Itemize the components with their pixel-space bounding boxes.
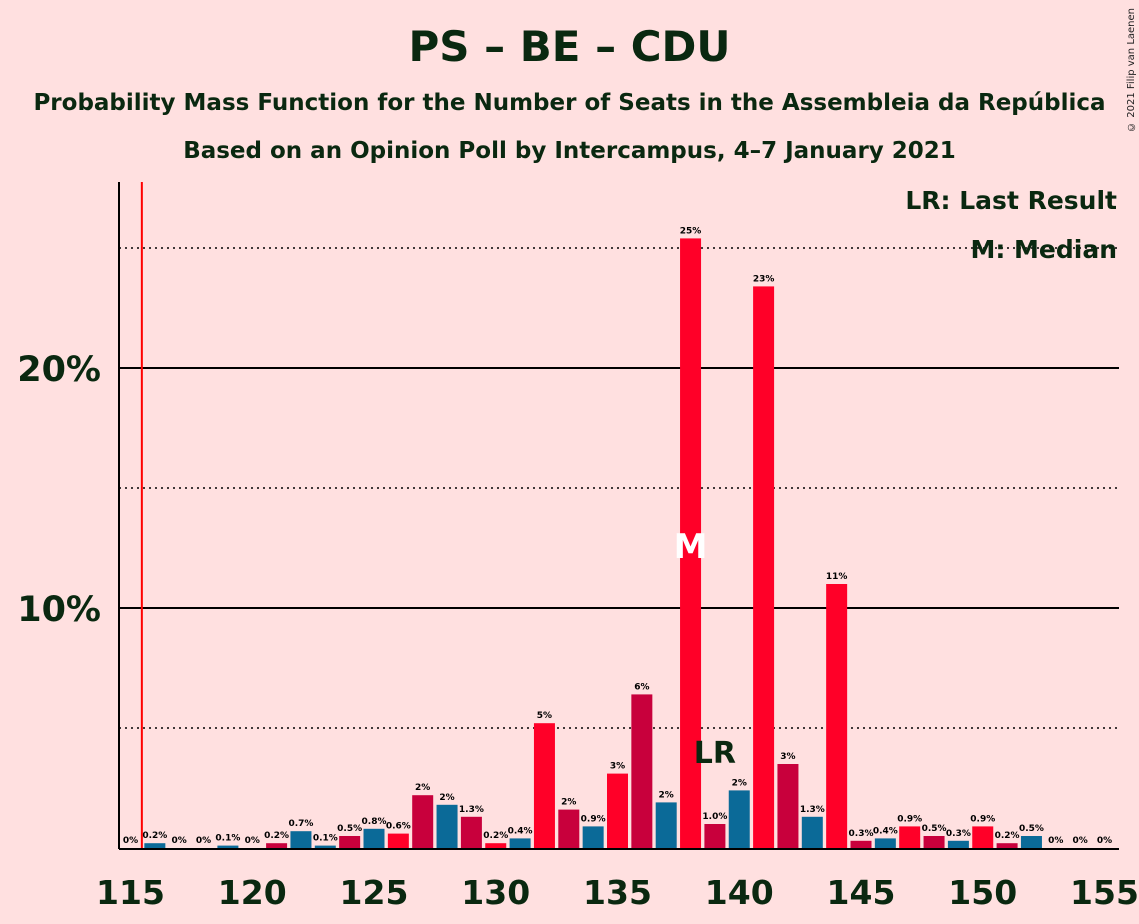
last-result-marker: LR bbox=[694, 736, 736, 771]
bar-value-label: 0.5% bbox=[1019, 824, 1044, 834]
bar-seats-135 bbox=[607, 773, 628, 848]
bar-seats-128 bbox=[436, 804, 458, 848]
bar-seats-131 bbox=[509, 838, 531, 848]
bar-seats-141 bbox=[753, 286, 775, 848]
bar-value-label: 2% bbox=[659, 790, 674, 800]
bar-value-label: 0.4% bbox=[873, 826, 898, 836]
bar-seats-119 bbox=[217, 845, 239, 848]
bar-value-label: 0% bbox=[245, 836, 260, 846]
bar-value-label: 0.1% bbox=[313, 834, 338, 844]
bar-seats-132 bbox=[533, 723, 555, 848]
bar-value-label: 23% bbox=[753, 274, 775, 284]
bar-seats-149 bbox=[947, 840, 969, 848]
bar-value-label: 0.8% bbox=[362, 817, 387, 827]
bar-value-label: 25% bbox=[680, 226, 702, 236]
bar-seats-124 bbox=[339, 836, 361, 848]
bar-seats-125 bbox=[363, 828, 385, 848]
x-tick-label: 135 bbox=[583, 873, 652, 912]
bar-value-label: 0.1% bbox=[215, 834, 240, 844]
bar-value-label: 2% bbox=[732, 778, 747, 788]
bar-value-label: 0.3% bbox=[849, 829, 874, 839]
bar-value-label: 0.4% bbox=[508, 826, 533, 836]
chart-subtitle: Probability Mass Function for the Number… bbox=[33, 90, 1106, 116]
bar-value-label: 6% bbox=[634, 682, 649, 692]
bar-seats-150 bbox=[972, 826, 994, 848]
y-tick-label: 10% bbox=[17, 590, 101, 630]
bar-seats-140 bbox=[728, 790, 750, 848]
bar-value-label: 2% bbox=[439, 793, 454, 803]
bar-value-label: 0.2% bbox=[483, 831, 508, 841]
median-marker: M bbox=[674, 527, 708, 567]
bar-seats-130 bbox=[485, 843, 507, 848]
chart-subtitle-poll: Based on an Opinion Poll by Intercampus,… bbox=[183, 138, 956, 164]
chart-title: PS – BE – CDU bbox=[408, 22, 731, 71]
bar-seats-127 bbox=[412, 795, 434, 848]
bar-seats-133 bbox=[558, 809, 580, 848]
bar-value-label: 2% bbox=[415, 783, 430, 793]
bar-seats-147 bbox=[899, 826, 921, 848]
x-tick-label: 155 bbox=[1070, 873, 1139, 912]
bar-value-label: 2% bbox=[561, 798, 576, 808]
x-tick-label: 115 bbox=[96, 873, 165, 912]
bar-seats-123 bbox=[314, 845, 336, 848]
bar-seats-129 bbox=[460, 816, 482, 848]
bar-seats-139 bbox=[704, 824, 726, 848]
bar-value-label: 11% bbox=[826, 572, 848, 582]
bar-value-label: 0% bbox=[1073, 836, 1088, 846]
bar-seats-116 bbox=[144, 843, 166, 848]
bar-value-label: 5% bbox=[537, 711, 552, 721]
bar-value-label: 0.2% bbox=[264, 831, 289, 841]
bar-seats-146 bbox=[874, 838, 896, 848]
bar-seats-122 bbox=[290, 831, 312, 848]
x-tick-label: 145 bbox=[827, 873, 896, 912]
bar-seats-136 bbox=[631, 694, 653, 848]
bar-value-label: 0.9% bbox=[897, 814, 922, 824]
x-tick-label: 125 bbox=[340, 873, 409, 912]
bar-value-label: 1.0% bbox=[702, 812, 727, 822]
x-tick-label: 130 bbox=[461, 873, 530, 912]
bar-seats-151 bbox=[996, 843, 1018, 848]
bar-value-label: 0% bbox=[196, 836, 211, 846]
legend-median: M: Median bbox=[970, 235, 1117, 264]
bar-seats-142 bbox=[777, 764, 799, 848]
bar-value-label: 0.9% bbox=[581, 814, 606, 824]
x-tick-label: 120 bbox=[218, 873, 287, 912]
legend-last-result: LR: Last Result bbox=[905, 186, 1117, 215]
bar-value-label: 0.9% bbox=[970, 814, 995, 824]
bar-value-label: 0% bbox=[1048, 836, 1063, 846]
bar-seats-144 bbox=[826, 584, 848, 848]
bar-value-label: 0.7% bbox=[288, 819, 313, 829]
bar-value-label: 0.2% bbox=[995, 831, 1020, 841]
bar-seats-148 bbox=[923, 836, 945, 848]
bar-value-label: 1.3% bbox=[800, 805, 825, 815]
bar-value-label: 3% bbox=[780, 752, 795, 762]
bar-seats-134 bbox=[582, 826, 604, 848]
x-tick-label: 150 bbox=[948, 873, 1017, 912]
bar-seats-145 bbox=[850, 840, 872, 848]
bar-value-label: 1.3% bbox=[459, 805, 484, 815]
bar-value-label: 0% bbox=[172, 836, 187, 846]
y-tick-label: 20% bbox=[17, 350, 101, 390]
bar-value-label: 0.2% bbox=[142, 831, 167, 841]
bar-seats-137 bbox=[655, 802, 677, 848]
bar-value-label: 0% bbox=[1097, 836, 1112, 846]
bar-seats-121 bbox=[266, 843, 288, 848]
bar-value-label: 0.6% bbox=[386, 822, 411, 832]
bar-value-label: 3% bbox=[610, 762, 625, 772]
bar-value-label: 0.3% bbox=[946, 829, 971, 839]
bar-value-label: 0% bbox=[123, 836, 138, 846]
bar-seats-143 bbox=[801, 816, 823, 848]
bar-seats-126 bbox=[387, 833, 409, 848]
bar-value-label: 0.5% bbox=[922, 824, 947, 834]
x-tick-label: 140 bbox=[705, 873, 774, 912]
bar-seats-152 bbox=[1020, 836, 1042, 848]
bar-seats-138 bbox=[680, 238, 702, 848]
bar-value-label: 0.5% bbox=[337, 824, 362, 834]
